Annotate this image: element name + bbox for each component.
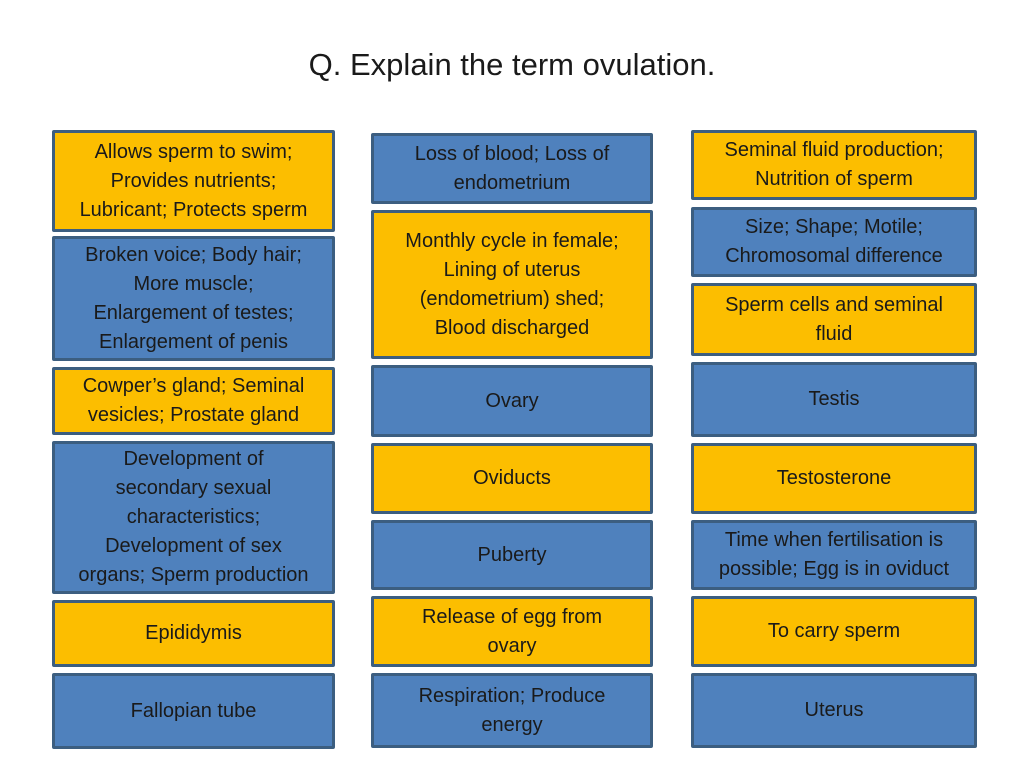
answer-box: Loss of blood; Loss of endometrium: [371, 133, 653, 204]
answer-box: Uterus: [691, 673, 977, 748]
answer-box: Testis: [691, 362, 977, 437]
answer-box: Testosterone: [691, 443, 977, 514]
answer-box: Epididymis: [52, 600, 335, 667]
answer-box: Size; Shape; Motile; Chromosomal differe…: [691, 207, 977, 277]
answer-box: Release of egg from ovary: [371, 596, 653, 667]
answer-box: Development of secondary sexual characte…: [52, 441, 335, 594]
answer-box: Monthly cycle in female; Lining of uteru…: [371, 210, 653, 359]
answer-box: Seminal fluid production; Nutrition of s…: [691, 130, 977, 200]
answer-box: Allows sperm to swim; Provides nutrients…: [52, 130, 335, 232]
slide-title: Q. Explain the term ovulation.: [308, 47, 716, 82]
answer-box: Sperm cells and seminal fluid: [691, 283, 977, 356]
answer-box: Broken voice; Body hair; More muscle; En…: [52, 236, 335, 361]
answer-box: Cowper’s gland; Seminal vesicles; Prosta…: [52, 367, 335, 435]
answer-box: Ovary: [371, 365, 653, 437]
answer-column-middle: Loss of blood; Loss of endometrium Month…: [371, 0, 653, 768]
answer-box: Time when fertilisation is possible; Egg…: [691, 520, 977, 590]
answer-box: To carry sperm: [691, 596, 977, 667]
answer-box: Fallopian tube: [52, 673, 335, 749]
answer-box: Puberty: [371, 520, 653, 590]
answer-box: Oviducts: [371, 443, 653, 514]
answer-column-left: Allows sperm to swim; Provides nutrients…: [52, 0, 335, 768]
answer-column-right: Seminal fluid production; Nutrition of s…: [691, 0, 977, 768]
answer-box: Respiration; Produce energy: [371, 673, 653, 748]
